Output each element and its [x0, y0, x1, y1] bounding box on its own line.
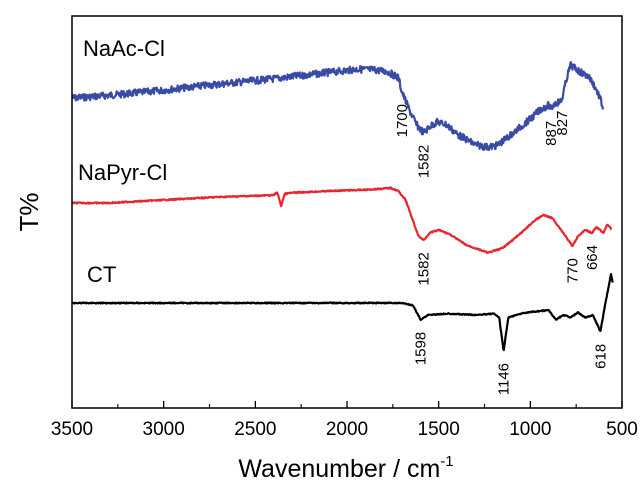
- peak-annotation: 1146: [496, 363, 513, 395]
- x-axis-label-text: Wavenumber / cm: [238, 455, 440, 483]
- peak-annotation: 770: [565, 258, 582, 283]
- x-tick-label: 2000: [326, 419, 368, 440]
- peak-annotation: 1598: [413, 332, 430, 365]
- peak-annotation: 1700: [394, 104, 411, 137]
- peak-annotation: 1582: [416, 252, 433, 285]
- series-line-napyr-cl: [71, 186, 613, 255]
- plot-frame: [71, 15, 623, 409]
- x-tick-label: 1000: [509, 419, 551, 440]
- peak-annotation: 827: [554, 111, 571, 136]
- x-axis-label-superscript: -1: [440, 453, 453, 470]
- series-label: NaPyr-Cl: [78, 160, 167, 185]
- series-label: NaAc-Cl: [83, 36, 165, 61]
- series-label: CT: [87, 262, 116, 287]
- x-tick-layer: 3500 3000 2500 2000 1500 1000 500: [51, 401, 638, 440]
- x-tick-label: 3000: [143, 419, 185, 440]
- peak-annotation: 887: [543, 121, 560, 146]
- peak-annotation: 1582: [416, 145, 433, 178]
- series-layer: [71, 61, 614, 352]
- x-axis-label: Wavenumber / cm-1: [238, 453, 453, 483]
- series-line-naac-cl: [71, 61, 605, 152]
- series-label-layer: NaAc-Cl NaPyr-Cl CT: [78, 36, 167, 287]
- x-tick-label: 3500: [51, 419, 93, 440]
- x-tick-label: 1500: [418, 419, 460, 440]
- x-tick-label: 2500: [234, 419, 276, 440]
- x-tick-label: 500: [606, 419, 638, 440]
- peak-annotation: 664: [584, 245, 601, 270]
- series-line-ct: [71, 273, 614, 352]
- peak-annotation: 618: [592, 344, 609, 369]
- y-axis-label: T%: [14, 193, 44, 232]
